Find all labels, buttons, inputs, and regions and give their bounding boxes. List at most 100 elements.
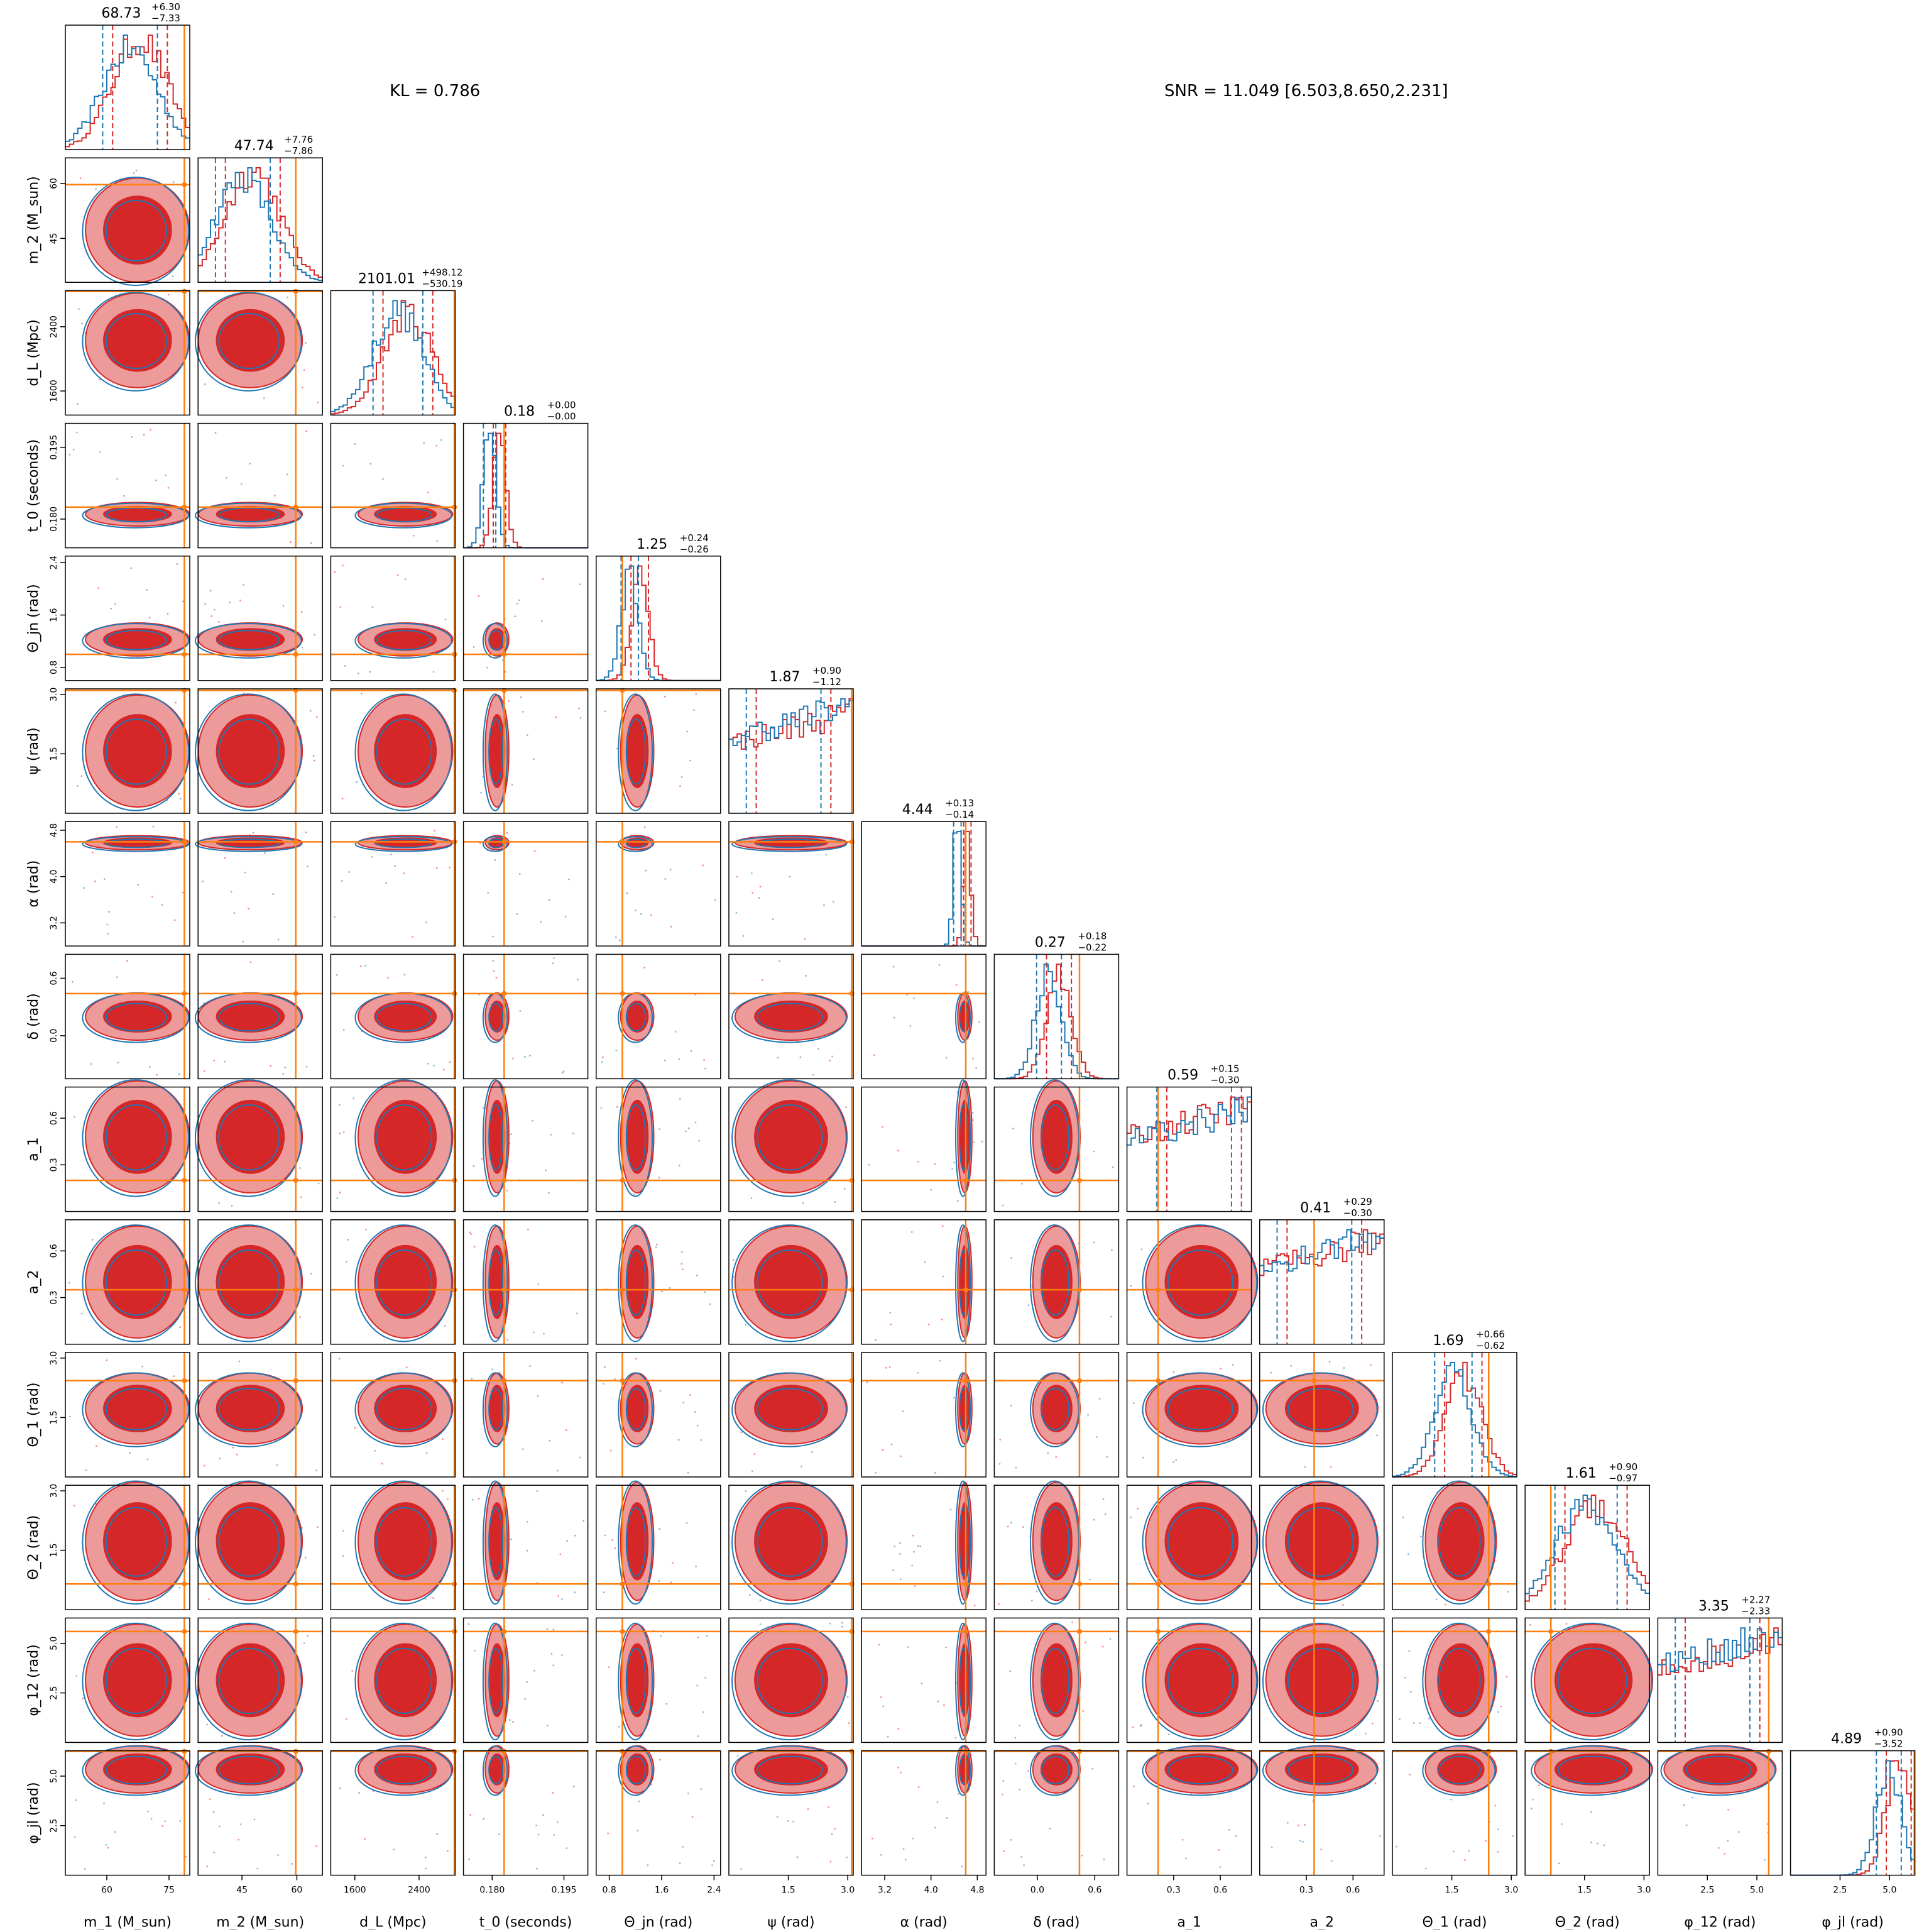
contour-inner-series-b xyxy=(757,1507,823,1577)
y-axis-label-phi12: φ_12 (rad) xyxy=(26,1644,41,1716)
contour-outer-series-b xyxy=(82,1745,190,1796)
contour-panel-m1-a1: 0.3 0.6 a_1 xyxy=(26,1079,190,1212)
sample-point xyxy=(305,1065,308,1068)
truth-marker xyxy=(182,182,187,187)
sample-point xyxy=(232,1446,234,1449)
sample-point xyxy=(1014,1737,1017,1739)
sample-point xyxy=(1500,1705,1502,1708)
truth-marker xyxy=(182,288,187,294)
contour-panel-delta-a2 xyxy=(993,1219,1120,1345)
sample-point xyxy=(1304,1466,1306,1468)
sample-point xyxy=(309,710,312,712)
panel-frame xyxy=(728,1086,854,1212)
sample-point xyxy=(912,1837,914,1840)
sample-point xyxy=(442,1068,445,1071)
panel-frame xyxy=(861,953,986,1080)
contour-inner-series-a xyxy=(103,1000,172,1033)
sample-point xyxy=(709,1303,711,1305)
sample-point xyxy=(556,1821,559,1823)
sample-point xyxy=(238,1360,241,1363)
contour-inner-series-b xyxy=(1557,1647,1627,1715)
sample-point xyxy=(998,1463,1001,1465)
contour-inner-series-b xyxy=(218,1249,280,1316)
sample-point xyxy=(516,603,518,605)
sample-point xyxy=(890,1443,893,1446)
contour-inner-series-b xyxy=(376,630,432,650)
sample-point xyxy=(528,1055,531,1057)
sample-point xyxy=(943,1704,945,1706)
sample-point xyxy=(1764,1858,1766,1861)
sample-point xyxy=(151,896,153,897)
sample-point xyxy=(1130,1516,1132,1518)
sample-point xyxy=(1010,1405,1012,1407)
sample-point xyxy=(334,571,336,573)
x-axis-label-a1: a_1 xyxy=(1177,1915,1201,1929)
sample-point xyxy=(167,613,169,615)
sample-point xyxy=(1376,1434,1379,1437)
y-axis-label-phijl: φ_jl (rad) xyxy=(26,1782,41,1843)
sample-point xyxy=(1420,1535,1422,1538)
sample-point xyxy=(682,1846,684,1848)
sample-point xyxy=(91,851,94,853)
contour-inner-series-b xyxy=(218,1507,280,1577)
histogram-series-a-t0 xyxy=(463,432,588,549)
sample-point xyxy=(536,1867,538,1870)
sample-point xyxy=(696,1275,698,1276)
sample-point xyxy=(1409,1691,1412,1693)
sample-point xyxy=(182,600,184,603)
panel-frame xyxy=(462,556,589,681)
sample-point xyxy=(1565,1623,1568,1625)
sample-point xyxy=(608,1666,610,1669)
sample-point xyxy=(1081,1854,1083,1857)
sample-point xyxy=(1015,1466,1017,1469)
sample-point xyxy=(615,1049,618,1051)
histogram-title-theta2: 1.61 xyxy=(1566,1466,1597,1481)
sample-point xyxy=(1399,1718,1401,1720)
contour-inner-series-b xyxy=(218,630,280,650)
panel-frame xyxy=(1657,1750,1783,1876)
contour-panel-m2-theta_jn xyxy=(194,556,323,681)
panel-frame xyxy=(1259,1485,1385,1610)
sample-point xyxy=(1027,1770,1030,1772)
x-tick-label: 75 xyxy=(163,1885,175,1896)
truth-marker xyxy=(963,1748,968,1754)
sample-point xyxy=(369,463,372,465)
sample-point xyxy=(99,451,101,453)
sample-point xyxy=(706,1635,708,1637)
contour-panel-m1-a2: 0.3 0.6 a_2 xyxy=(26,1219,190,1345)
sample-point xyxy=(1130,1285,1132,1287)
sample-point xyxy=(1010,1522,1012,1523)
sample-point xyxy=(346,1261,347,1263)
sample-point xyxy=(390,853,392,855)
sample-point xyxy=(364,965,366,967)
sample-point xyxy=(540,620,543,622)
panel-frame xyxy=(728,1352,854,1478)
sample-point xyxy=(336,974,338,976)
sample-point xyxy=(552,962,554,965)
sample-point xyxy=(561,1072,564,1074)
contour-outer-series-b xyxy=(82,292,190,392)
sample-point xyxy=(277,1854,280,1857)
sample-point xyxy=(150,1818,153,1820)
contour-inner-series-b xyxy=(488,630,503,650)
sample-point xyxy=(116,976,118,979)
contour-panel-a1-phi12 xyxy=(1126,1617,1259,1743)
x-tick-label: 4.8 xyxy=(970,1885,984,1896)
sample-point xyxy=(479,842,481,845)
histogram-title-plus: +0.24 xyxy=(680,532,709,544)
sample-point xyxy=(634,909,637,911)
contour-inner-series-a xyxy=(103,309,172,372)
sample-point xyxy=(1110,1315,1112,1318)
x-tick-label: 2.5 xyxy=(1700,1885,1714,1896)
sample-point xyxy=(1185,1857,1187,1860)
sample-point xyxy=(242,940,244,943)
truth-marker xyxy=(293,1287,298,1293)
contour-inner-series-b xyxy=(218,507,280,523)
truth-marker xyxy=(963,1628,968,1634)
sample-point xyxy=(777,1057,779,1059)
sample-point xyxy=(143,434,145,436)
sample-point xyxy=(1012,1128,1014,1130)
y-tick-label: 0.6 xyxy=(49,971,59,985)
histogram-series-b-m2 xyxy=(198,167,323,282)
sample-point xyxy=(1235,1835,1237,1837)
